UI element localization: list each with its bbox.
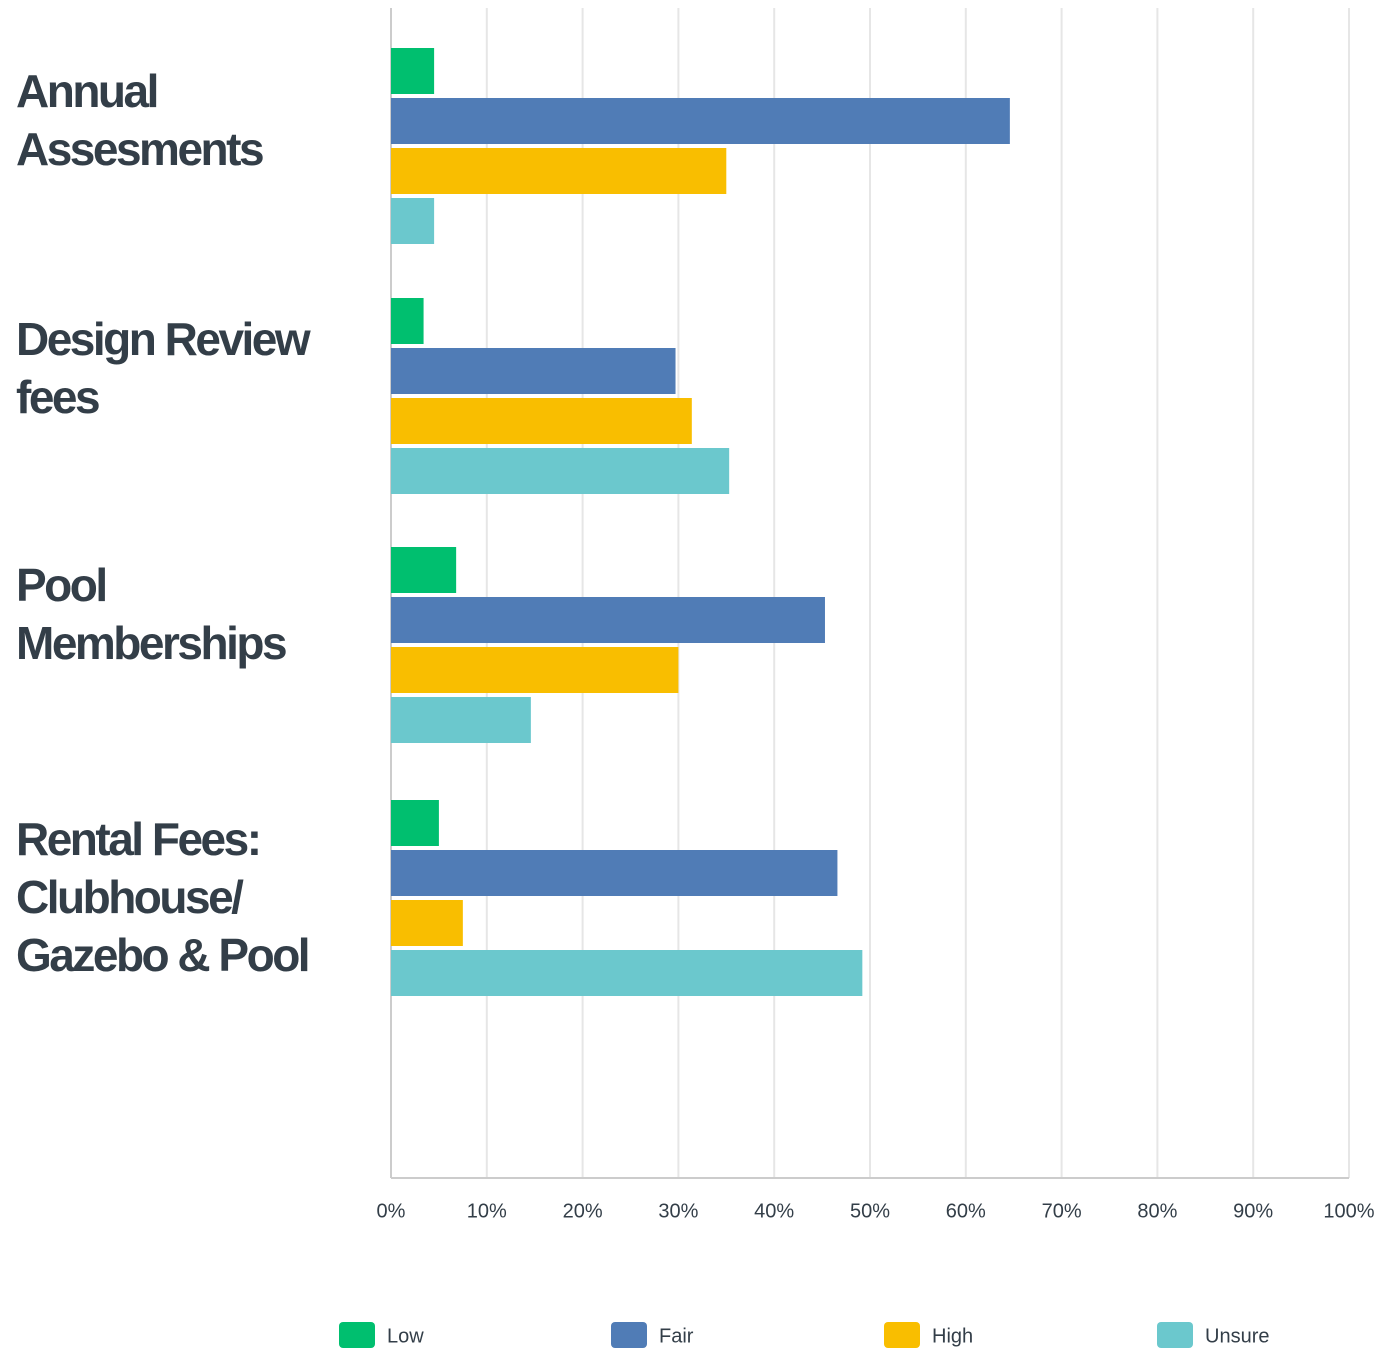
category-label: Rental Fees: Clubhouse/ Gazebo & Pool	[16, 813, 311, 981]
x-tick-label: 70%	[1042, 1200, 1082, 1222]
bar	[391, 597, 825, 643]
bar	[391, 348, 676, 394]
bar	[391, 148, 727, 194]
x-tick-label: 20%	[563, 1200, 603, 1222]
bar	[391, 647, 679, 693]
x-tick-label: 10%	[467, 1200, 507, 1222]
bar	[391, 398, 692, 444]
x-tick-label: 80%	[1137, 1200, 1177, 1222]
bar	[391, 198, 435, 244]
category-label: Design Review fees	[16, 313, 311, 423]
bar	[391, 697, 531, 743]
x-tick-label: 30%	[658, 1200, 698, 1222]
x-tick-label: 0%	[377, 1200, 406, 1222]
bar	[391, 950, 863, 996]
x-tick-label: 90%	[1233, 1200, 1273, 1222]
category-label: Annual Assesments	[16, 65, 265, 175]
legend-label: High	[932, 1325, 973, 1347]
legend-swatch	[884, 1322, 920, 1348]
bar	[391, 900, 463, 946]
legend-swatch	[339, 1322, 375, 1348]
bar	[391, 800, 439, 846]
bar	[391, 98, 1010, 144]
x-tick-label: 40%	[754, 1200, 794, 1222]
x-tick-label: 50%	[850, 1200, 890, 1222]
legend-label: Fair	[659, 1325, 694, 1347]
category-label: Pool Memberships	[16, 559, 288, 669]
legend-swatch	[611, 1322, 647, 1348]
legend-swatch	[1157, 1322, 1193, 1348]
legend-label: Low	[387, 1325, 424, 1347]
legend-label: Unsure	[1205, 1325, 1269, 1347]
bar	[391, 547, 457, 593]
x-tick-label: 60%	[946, 1200, 986, 1222]
bar	[391, 850, 838, 896]
bar	[391, 448, 730, 494]
bar	[391, 48, 435, 94]
bar	[391, 298, 424, 344]
x-tick-label: 100%	[1323, 1200, 1374, 1222]
